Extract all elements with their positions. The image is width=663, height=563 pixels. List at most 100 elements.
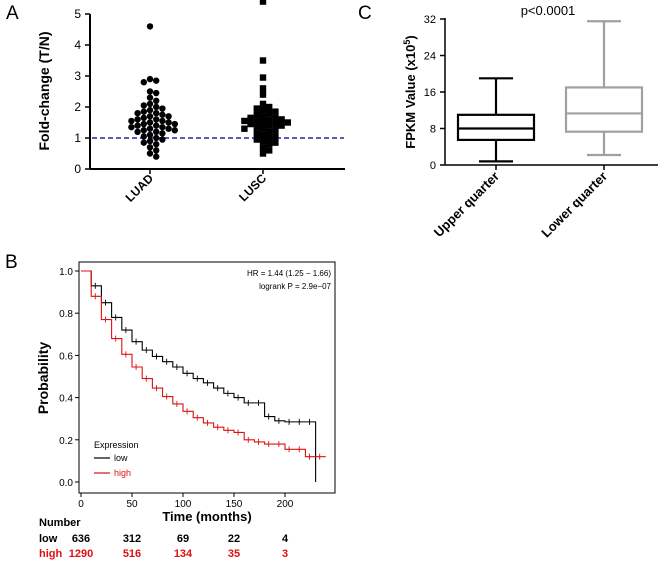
panel-a-point-luad [140,120,147,128]
risk-value-low: 69 [177,533,189,545]
panel-a-point-luad [140,127,147,134]
panel-a-point-luad [153,128,160,135]
panel-a-point-lusc [253,136,260,143]
panel-a-chart: 0 1 2 3 4 5 LUAD LUSC Fold-change (T/N) [36,0,345,205]
panel-a-point-lusc [272,127,279,134]
panel-a-point-luad [146,137,154,145]
panel-a-y-tick-label: 1 [74,131,81,145]
panel-a-point-lusc [266,147,273,154]
panel-a-point-luad [128,117,135,125]
panel-a-point-luad [153,110,160,117]
panel-a-point-luad [171,120,178,128]
panel-b-x-tick-label: 200 [277,499,294,510]
panel-a-point-lusc [259,144,267,151]
panel-c-x-label-lower: Lower quarter [538,169,610,241]
panel-a-point-lusc [266,134,273,142]
panel-b-y-tick-label: 0.4 [59,394,73,405]
panel-letter-c: C [358,3,372,24]
panel-a-point-luad [146,23,154,30]
panel-a-point-lusc [272,139,279,146]
panel-a-point-luad [165,119,172,126]
box-iqr [564,86,644,133]
panel-a-point-luad [159,111,166,118]
panel-a-point-luad [140,108,147,115]
panel-a-point-lusc [259,0,267,5]
risk-value-high: 134 [174,548,193,560]
panel-a-point-lusc [241,125,248,132]
panel-a-point-luad [159,117,166,125]
panel-a-point-lusc [259,74,267,81]
panel-a-point-lusc [266,110,273,117]
panel-a-point-lusc [266,122,273,129]
panel-a-point-luad [159,130,166,137]
panel-a-point-luad [146,119,154,126]
legend-high-label: high [114,468,131,478]
panel-b-y-tick-label: 1.0 [59,267,73,278]
panel-b-y-tick-label: 0.2 [59,436,73,447]
panel-a-point-luad [159,123,166,131]
panel-a-point-luad [128,123,135,131]
panel-a-y-tick-label: 5 [74,7,81,21]
panel-c-y-tick-label: 16 [424,87,436,99]
panel-a-point-lusc [259,150,267,157]
risk-value-high: 1290 [69,548,93,560]
panel-a-point-lusc [259,106,267,114]
panel-a-y-axis-label: Fold-change (T/N) [36,32,52,151]
panel-c-x-label-upper: Upper quarter [431,169,502,240]
panel-a-point-luad [146,144,154,151]
panel-a-point-lusc [278,122,285,129]
panel-b-y-axis-label: Probability [35,342,51,415]
panel-a-point-luad [146,100,154,108]
box-iqr [456,113,536,142]
legend-low-label: low [114,453,128,463]
panel-a-point-luad [153,103,160,111]
panel-a-point-luad [140,139,147,146]
panel-a-point-luad [146,150,154,157]
km-curve-low [81,270,317,482]
panel-a-point-luad [159,136,166,143]
panel-a-point-luad [171,127,178,134]
panel-a-point-lusc [253,111,260,118]
panel-a-point-lusc [259,125,267,132]
panel-b-y-tick-label: 0.6 [59,351,73,362]
risk-value-low: 22 [228,533,240,545]
panel-a-point-luad [140,114,147,122]
panel-a-point-lusc [272,133,279,140]
panel-c-y-tick-label: 32 [424,14,436,26]
legend-title: Expression [94,440,139,450]
panel-a-point-lusc [259,91,267,98]
panel-a-point-lusc [266,141,273,148]
panel-b-legend: Expression low high [94,440,139,478]
panel-a-point-luad [153,134,160,142]
panel-a-point-luad [153,147,160,154]
panel-a-point-lusc [259,85,267,92]
panel-b-x-tick-label: 50 [126,499,138,510]
risk-value-high: 3 [282,548,288,560]
risk-value-high: 35 [228,548,240,560]
panel-a-point-lusc [259,100,267,108]
panel-c-y-tick-label: 24 [424,51,436,63]
panel-b-hr-annotation: HR = 1.44 (1.25 − 1.66) [247,269,331,278]
panel-a-point-luad [146,88,154,95]
panel-a-point-lusc [266,116,273,123]
panel-b-x-axis-label: Time (months) [162,509,251,524]
risk-value-low: 636 [72,533,90,545]
panel-a-point-luad [140,79,147,86]
panel-a-point-luad [134,122,141,129]
panel-a-point-luad [140,102,147,109]
panel-a-point-lusc [284,119,291,126]
panel-a-point-lusc [272,108,279,115]
panel-a-y-tick-label: 0 [74,162,81,176]
panel-a-point-lusc [278,116,285,123]
panel-letter-a: A [6,3,19,24]
panel-a-x-label-luad: LUAD [123,171,157,205]
panel-b-y-tick-label: 0.0 [59,478,73,489]
panel-a-point-lusc [266,103,273,111]
risk-value-low: 312 [123,533,141,545]
panel-a-point-luad [146,125,154,132]
panel-b-logrank-annotation: logrank P = 2.9e−07 [259,282,331,291]
panel-a-point-luad [165,125,172,132]
km-curve-high [81,270,326,458]
panel-c-y-tick-label: 8 [430,124,436,136]
panel-a-point-lusc [253,130,260,137]
